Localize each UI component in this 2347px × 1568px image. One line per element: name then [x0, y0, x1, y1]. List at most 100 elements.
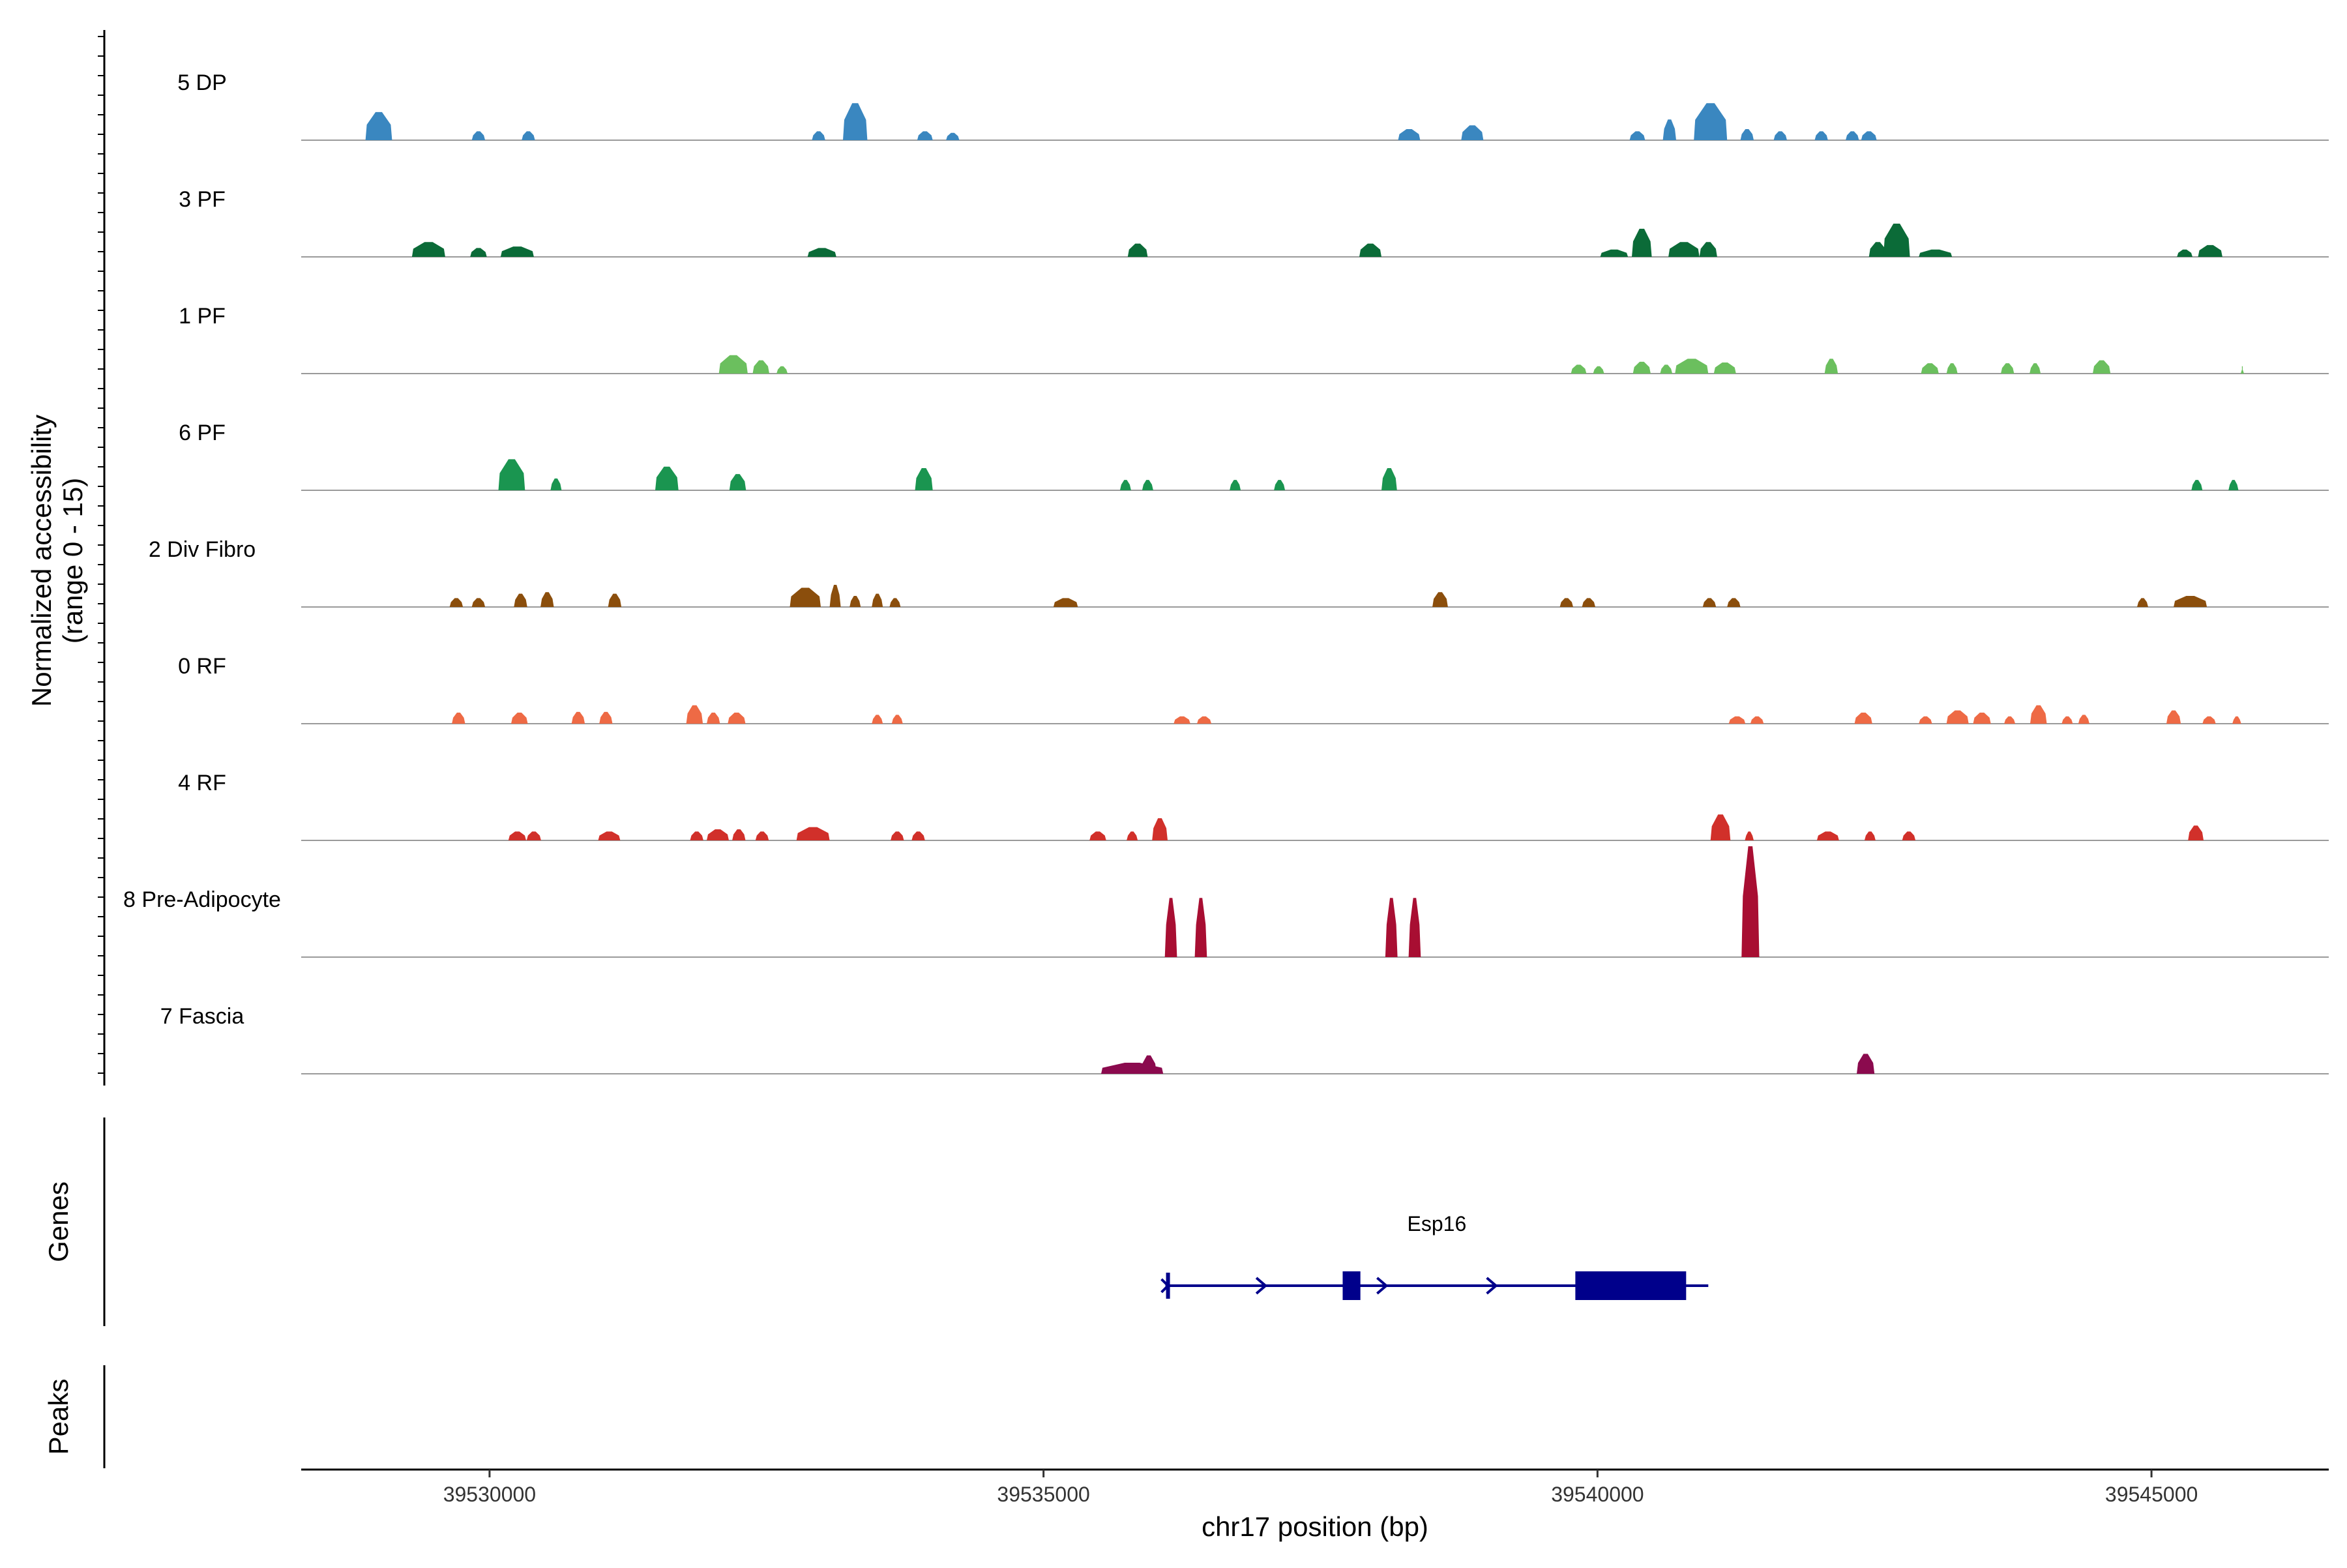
coverage-peak [514, 593, 527, 607]
coverage-peak [1727, 598, 1741, 607]
coverage-peak [707, 713, 720, 724]
coverage-peak [1694, 103, 1728, 140]
genes-panel-title: Genes [43, 1181, 74, 1262]
coverage-peak [1824, 359, 1838, 374]
coverage-peak [752, 360, 769, 374]
coverage-peak [2093, 360, 2111, 374]
track-7-fascia: 7 Fascia [160, 1004, 2329, 1074]
coverage-peak [790, 587, 821, 607]
coverage-peak [1600, 249, 1629, 257]
gene-strand-arrow [1376, 1277, 1389, 1295]
coverage-peak [1741, 846, 1760, 957]
coverage-peak [1398, 129, 1421, 140]
x-tick-label: 39535000 [997, 1483, 1089, 1506]
track-label: 7 Fascia [160, 1004, 244, 1029]
coverage-peak [1174, 716, 1190, 724]
coverage-peak [2188, 825, 2204, 840]
coverage-peak [1571, 364, 1587, 374]
coverage-peak [911, 831, 925, 840]
y-axis-title: Normalized accessibility(range 0 - 15) [26, 415, 88, 707]
coverage-peak [1921, 363, 1939, 374]
coverage-peak [1668, 242, 1700, 257]
coverage-peak [411, 242, 445, 257]
coverage-peak [2061, 716, 2073, 724]
coverage-peak [2202, 716, 2216, 724]
gene-strand-arrow [1160, 1278, 1170, 1294]
coverage-peak [1408, 898, 1421, 957]
x-tick-label: 39540000 [1551, 1483, 1644, 1506]
gene-strand-arrow [1255, 1277, 1268, 1295]
coverage-peak [511, 713, 528, 724]
coverage-peak [707, 829, 729, 840]
coverage-peak [1864, 831, 1876, 840]
coverage-peak [522, 131, 535, 140]
coverage-peak [872, 593, 883, 607]
coverage-peak [690, 831, 703, 840]
coverage-peak [1868, 242, 1887, 257]
coverage-peak [843, 103, 868, 140]
gene-exon [1342, 1271, 1361, 1300]
coverage-peak [1629, 131, 1646, 140]
coverage-peak [891, 831, 904, 840]
coverage-peak [1194, 898, 1207, 957]
coverage-peak [470, 248, 487, 257]
coverage-peak [1857, 1054, 1875, 1074]
coverage-peak [655, 466, 679, 490]
coverage-peak [812, 131, 825, 140]
coverage-peak [1359, 243, 1381, 257]
coverage-peak [1728, 716, 1746, 724]
coverage-peak [1745, 831, 1754, 840]
track-8-pre-adipocyte: 8 Pre-Adipocyte [123, 846, 2329, 958]
coverage-peak [599, 711, 613, 724]
coverage-peak [1632, 228, 1652, 257]
coverage-peak [1973, 713, 1991, 724]
coverage-peak [755, 831, 769, 840]
coverage-peak [1164, 898, 1177, 957]
track-label: 8 Pre-Adipocyte [123, 887, 281, 912]
coverage-peak [508, 831, 526, 840]
y-axis-title-line: (range 0 - 15) [57, 478, 88, 643]
coverage-peak [1919, 249, 1953, 257]
x-tick-label: 39545000 [2105, 1483, 2198, 1506]
axes-layer: Normalized accessibility(range 0 - 15) Ge… [26, 30, 2329, 1542]
coverage-peak [718, 355, 748, 374]
coverage-peak [2191, 480, 2203, 490]
gene-strand-arrow [1486, 1277, 1498, 1295]
coverage-peak [1946, 363, 1958, 374]
coverage-peak [449, 598, 464, 607]
track-4-rf: 4 RF [178, 771, 2329, 841]
coverage-peak [807, 248, 836, 257]
track-label: 5 DP [177, 70, 227, 95]
coverage-peak [796, 827, 830, 840]
coverage-peak [1854, 713, 1872, 724]
coverage-peak [2004, 716, 2016, 724]
coverage-peak [1197, 716, 1212, 724]
coverage-peak [526, 831, 541, 840]
x-tick-label: 39530000 [443, 1483, 536, 1506]
coverage-peak [2240, 366, 2244, 374]
coverage-peak [1089, 831, 1106, 840]
coverage-peak [471, 131, 486, 140]
track-label: 3 PF [179, 187, 226, 212]
coverage-peak [917, 131, 933, 140]
coverage-peak [1381, 468, 1397, 490]
y-axis-title-line: Normalized accessibility [26, 415, 57, 707]
coverage-peak [1816, 831, 1839, 840]
track-0-rf: 0 RF [178, 654, 2329, 724]
coverage-peak [2198, 244, 2222, 257]
coverage-peak [1740, 129, 1754, 140]
track-5-dp: 5 DP [177, 70, 2329, 141]
coverage-peak [498, 459, 525, 490]
track-3-pf: 3 PF [179, 187, 2329, 258]
coverage-peak [1713, 362, 1736, 374]
track-label: 0 RF [178, 654, 226, 679]
coverage-peak [1632, 361, 1651, 374]
coverage-peak [1141, 1055, 1157, 1074]
coverage-peak [2232, 716, 2241, 724]
coverage-peak [571, 711, 585, 724]
coverage-peak [1432, 592, 1448, 607]
coverage-peak [1814, 131, 1828, 140]
coverage-peak [1919, 716, 1932, 724]
